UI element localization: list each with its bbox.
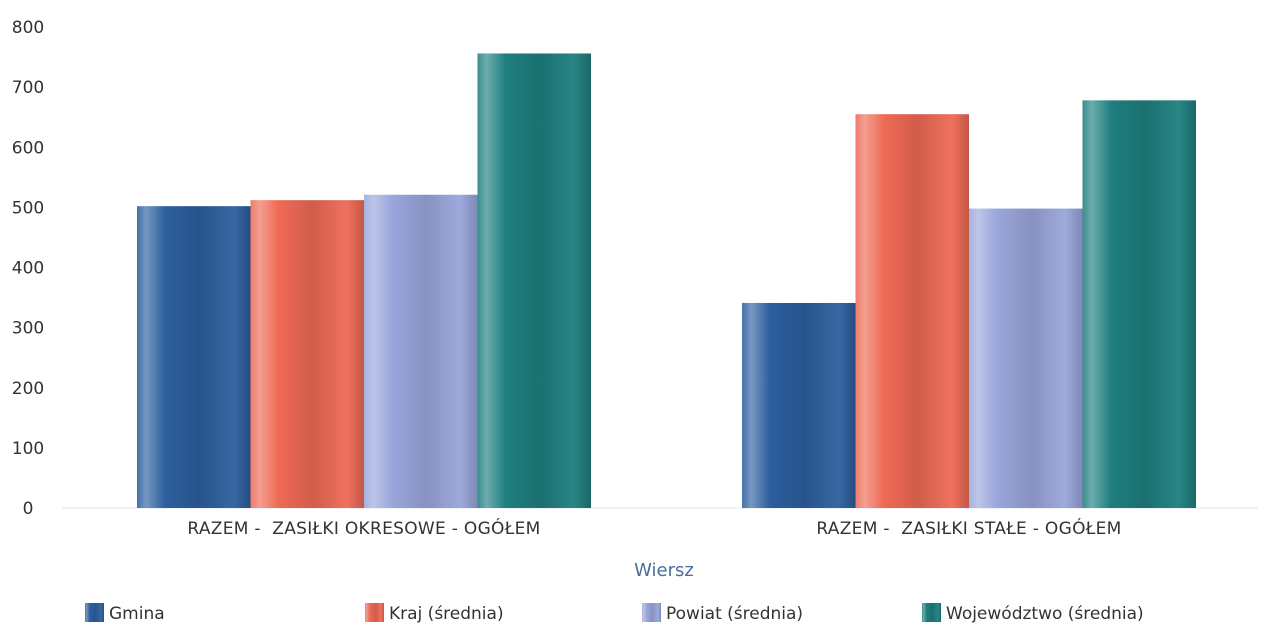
legend-label: Powiat (średnia) — [666, 604, 803, 624]
legend-swatch — [85, 603, 104, 622]
y-axis: 0 100 200 300 400 500 600 700 800 — [12, 18, 44, 519]
y-tick-label: 0 — [23, 499, 34, 519]
legend-item[interactable]: Województwo (średnia) — [922, 603, 1144, 624]
y-tick-label: 400 — [12, 259, 44, 279]
legend-item[interactable]: Powiat (średnia) — [642, 603, 803, 624]
legend: Gmina Kraj (średnia) Powiat (średnia) Wojew… — [85, 603, 1144, 624]
bar — [250, 200, 364, 508]
bar — [1082, 100, 1196, 508]
y-tick-label: 600 — [12, 138, 44, 158]
bar — [855, 114, 969, 509]
legend-label: Województwo (średnia) — [946, 604, 1144, 624]
y-tick-label: 200 — [12, 379, 44, 399]
bar — [477, 53, 591, 508]
legend-swatch — [365, 603, 384, 622]
legend-label: Gmina — [109, 604, 165, 624]
bar — [969, 208, 1083, 508]
legend-item[interactable]: Gmina — [85, 603, 165, 624]
legend-item[interactable]: Kraj (średnia) — [365, 603, 504, 624]
x-axis-title: Wiersz — [634, 560, 694, 581]
y-tick-label: 100 — [12, 439, 44, 459]
legend-swatch — [922, 603, 941, 622]
legend-label: Kraj (średnia) — [389, 604, 504, 624]
y-tick-label: 700 — [12, 78, 44, 98]
bars-layer — [137, 53, 1196, 509]
y-tick-label: 800 — [12, 18, 44, 38]
x-axis: RAZEM - ZASIŁKI OKRESOWE - OGÓŁEM RAZEM -… — [187, 517, 1121, 539]
y-tick-label: 500 — [12, 198, 44, 218]
x-tick-label: RAZEM - ZASIŁKI STAŁE - OGÓŁEM — [816, 517, 1121, 539]
bar — [137, 206, 251, 509]
legend-swatch — [642, 603, 661, 622]
bar — [364, 194, 478, 508]
y-tick-label: 300 — [12, 319, 44, 339]
x-tick-label: RAZEM - ZASIŁKI OKRESOWE - OGÓŁEM — [187, 517, 540, 539]
bar — [742, 302, 856, 508]
